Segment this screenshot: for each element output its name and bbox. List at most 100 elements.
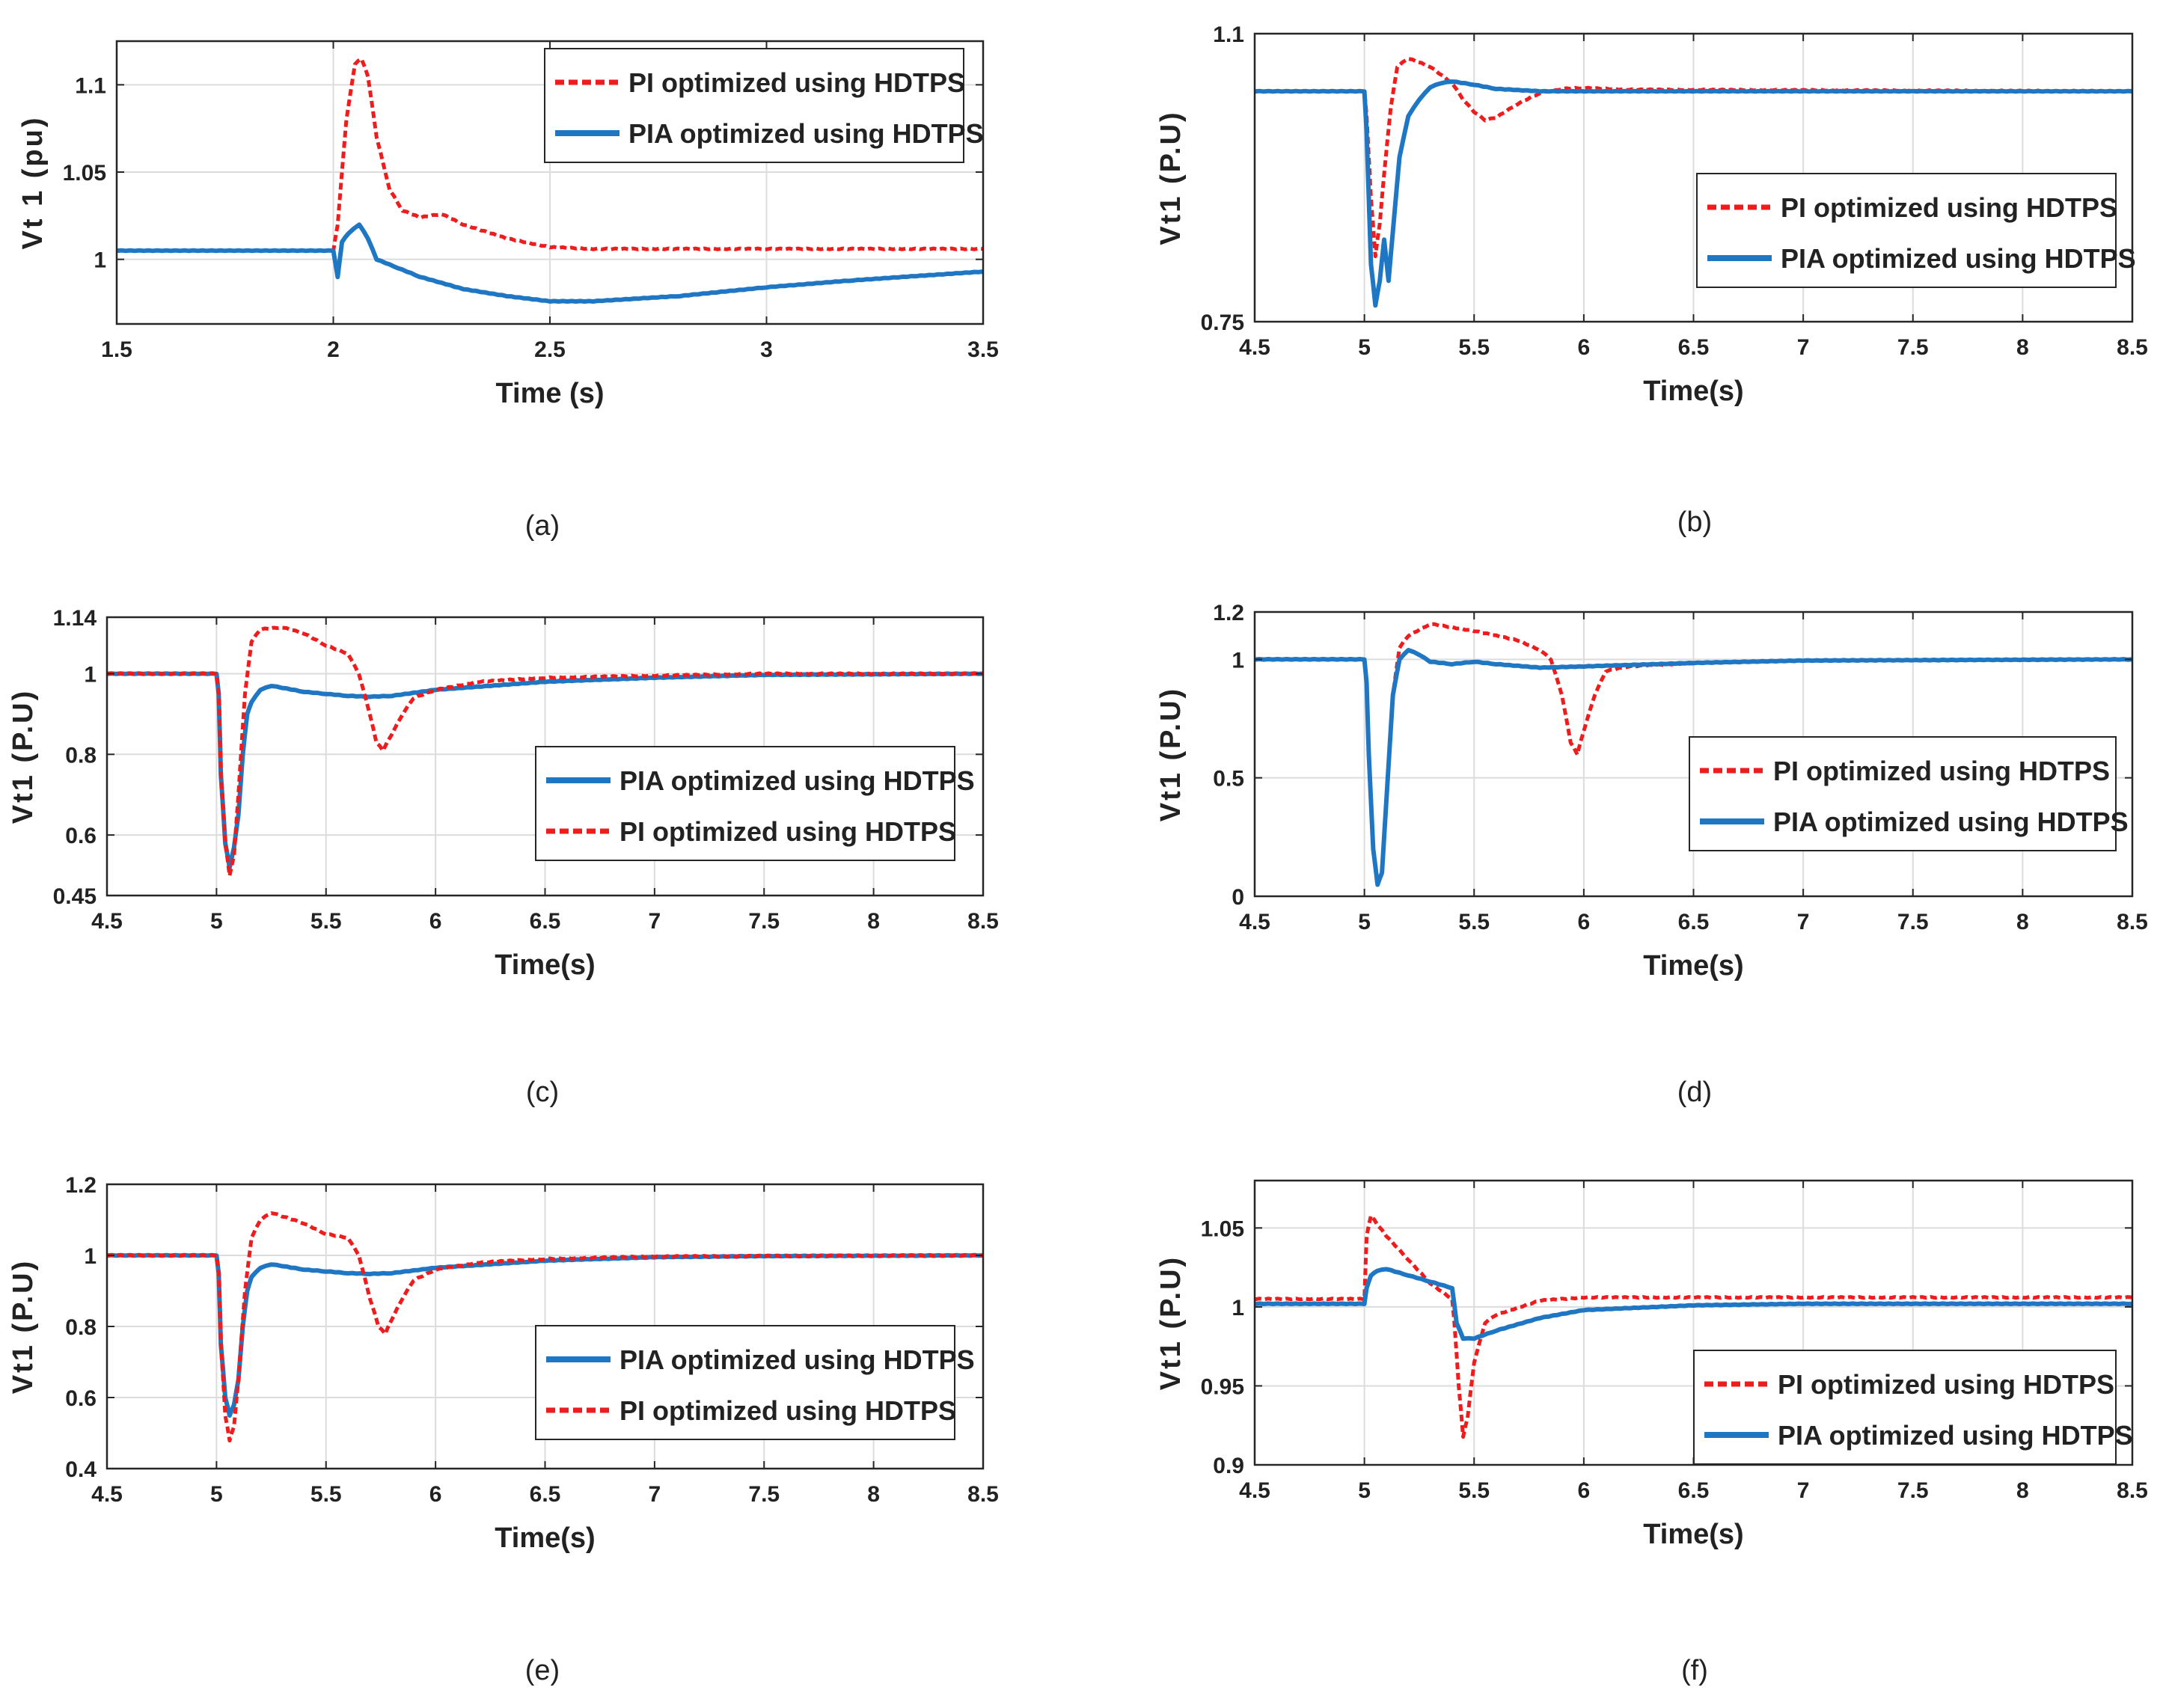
legend-label: PIA optimized using HDTPS bbox=[619, 1344, 975, 1375]
x-tick-label: 8.5 bbox=[2117, 910, 2148, 934]
panel-caption: (d) bbox=[1677, 1077, 1712, 1108]
x-axis-label: Time(s) bbox=[1643, 1519, 1743, 1550]
x-axis-label: Time(s) bbox=[1643, 376, 1743, 407]
legend: PI optimized using HDTPS PIA optimized us… bbox=[1693, 1350, 2133, 1465]
x-tick-label: 7.5 bbox=[1897, 335, 1929, 360]
y-axis-label: Vt 1 (pu) bbox=[17, 116, 49, 250]
y-tick-label: 1.1 bbox=[1213, 22, 1244, 47]
chart-panel-5: 4.5 5 5.5 6 6.5 7 7.5 8 8.5 0.4 0.6 0.8 1 1.2 Time(s) V… bbox=[7, 1173, 999, 1686]
y-tick-label: 1 bbox=[1232, 1296, 1244, 1320]
x-tick-label: 4.5 bbox=[1239, 1478, 1270, 1503]
panel-caption: (e) bbox=[525, 1655, 560, 1686]
x-tick-label: 6.5 bbox=[1678, 335, 1710, 360]
x-tick-label: 3.5 bbox=[967, 337, 999, 362]
legend-box bbox=[544, 48, 964, 163]
x-tick-label: 8 bbox=[2016, 1478, 2029, 1503]
x-tick-label: 5.5 bbox=[310, 1482, 342, 1507]
chart-panel-4: 4.5 5 5.5 6 6.5 7 7.5 8 8.5 0 0.5 1 1.2 Time(s) Vt1 (P… bbox=[1155, 601, 2148, 1108]
y-tick-label: 0.8 bbox=[65, 1315, 97, 1340]
legend-label: PIA optimized using HDTPS bbox=[1778, 1420, 2133, 1451]
y-tick-label: 1 bbox=[1232, 648, 1244, 673]
x-tick-label: 5 bbox=[210, 909, 223, 934]
x-tick-label: 7.5 bbox=[1897, 1478, 1929, 1503]
x-tick-label: 5 bbox=[1358, 335, 1371, 360]
x-tick-label: 1.5 bbox=[101, 337, 132, 362]
legend: PI optimized using HDTPS PIA optimized us… bbox=[544, 48, 984, 163]
y-tick-label: 0.6 bbox=[65, 824, 97, 848]
x-tick-label: 8.5 bbox=[967, 1482, 999, 1507]
legend-label: PI optimized using HDTPS bbox=[619, 816, 956, 847]
x-tick-label: 8.5 bbox=[2117, 1478, 2148, 1503]
x-tick-label: 6.5 bbox=[1678, 910, 1710, 934]
x-tick-label: 5 bbox=[1358, 910, 1371, 934]
y-tick-label: 1.05 bbox=[1201, 1216, 1244, 1241]
y-tick-label: 1.2 bbox=[1213, 601, 1244, 625]
series-line-pia bbox=[1255, 79, 2132, 308]
series-line-pi bbox=[107, 1211, 983, 1443]
x-tick-label: 8.5 bbox=[2117, 335, 2148, 360]
panel-caption: (c) bbox=[526, 1077, 559, 1108]
x-tick-label: 5.5 bbox=[310, 909, 342, 934]
x-tick-label: 3 bbox=[760, 337, 773, 362]
x-tick-label: 7 bbox=[649, 909, 661, 934]
x-axis-label: Time(s) bbox=[495, 1522, 595, 1554]
series-line-pi bbox=[1255, 1213, 2132, 1439]
y-tick-label: 1.1 bbox=[75, 73, 106, 98]
x-tick-label: 8 bbox=[2016, 910, 2029, 934]
y-tick-label: 0 bbox=[1232, 885, 1244, 910]
legend-box bbox=[1689, 736, 2117, 851]
x-axis-label: Time(s) bbox=[1643, 950, 1743, 982]
legend-box bbox=[535, 1325, 955, 1440]
legend: PIA optimized using HDTPS PI optimized us… bbox=[535, 746, 975, 861]
x-tick-label: 6 bbox=[1578, 910, 1591, 934]
legend-box bbox=[535, 746, 955, 861]
x-tick-label: 8 bbox=[2016, 335, 2029, 360]
legend-label: PI optimized using HDTPS bbox=[619, 1395, 956, 1426]
y-axis-label: Vt1 (P.U) bbox=[7, 1259, 39, 1394]
panel-caption: (a) bbox=[525, 510, 560, 542]
x-tick-label: 8 bbox=[867, 909, 880, 934]
x-tick-label: 7.5 bbox=[1897, 910, 1929, 934]
y-tick-label: 1.14 bbox=[53, 606, 97, 631]
y-tick-label: 0.6 bbox=[65, 1386, 97, 1411]
x-tick-label: 5.5 bbox=[1458, 910, 1490, 934]
y-tick-label: 0.5 bbox=[1213, 767, 1244, 792]
y-tick-label: 0.75 bbox=[1201, 310, 1244, 335]
y-tick-label: 0.45 bbox=[53, 884, 97, 909]
x-tick-label: 8.5 bbox=[967, 909, 999, 934]
y-tick-label: 0.95 bbox=[1201, 1374, 1244, 1399]
legend-label: PIA optimized using HDTPS bbox=[1773, 806, 2129, 837]
legend-box bbox=[1693, 1350, 2117, 1465]
x-tick-label: 4.5 bbox=[91, 909, 123, 934]
x-tick-label: 5 bbox=[210, 1482, 223, 1507]
legend-label: PI optimized using HDTPS bbox=[628, 67, 965, 98]
chart-panel-3: 4.5 5 5.5 6 6.5 7 7.5 8 8.5 0.45 0.6 0.8 1 1.14 Time(s… bbox=[7, 606, 999, 1108]
x-tick-label: 7.5 bbox=[748, 1482, 780, 1507]
y-tick-label: 1 bbox=[84, 662, 97, 687]
x-tick-label: 6 bbox=[1578, 335, 1591, 360]
x-axis-label: Time (s) bbox=[495, 378, 604, 409]
x-tick-label: 7 bbox=[1797, 335, 1810, 360]
panel-caption: (f) bbox=[1681, 1655, 1708, 1686]
x-tick-label: 6.5 bbox=[530, 909, 561, 934]
x-tick-label: 2 bbox=[327, 337, 340, 362]
x-tick-label: 6.5 bbox=[530, 1482, 561, 1507]
x-tick-label: 5 bbox=[1358, 1478, 1371, 1503]
y-axis-label: Vt1 (P.U) bbox=[1155, 1255, 1187, 1390]
y-tick-label: 1.2 bbox=[65, 1173, 97, 1198]
series-line-pia bbox=[1255, 1267, 2132, 1341]
x-tick-label: 4.5 bbox=[1239, 910, 1270, 934]
chart-panel-1: 1.5 2 2.5 3 3.5 1 1.05 1.1 Time (s) Vt 1 (pu) PI o… bbox=[17, 40, 999, 542]
series-line-pi bbox=[107, 625, 983, 878]
y-tick-label: 1 bbox=[94, 248, 106, 273]
legend-label: PIA optimized using HDTPS bbox=[619, 765, 975, 796]
y-tick-label: 0.9 bbox=[1213, 1454, 1244, 1478]
y-axis-label: Vt1 (P.U) bbox=[7, 689, 39, 824]
x-tick-label: 4.5 bbox=[91, 1482, 123, 1507]
legend-label: PIA optimized using HDTPS bbox=[1781, 243, 2136, 274]
chart-panel-6: 4.5 5 5.5 6 6.5 7 7.5 8 8.5 0.9 0.95 1 1.05 Time(s) Vt… bbox=[1155, 1179, 2148, 1686]
x-tick-label: 7 bbox=[1797, 1478, 1810, 1503]
x-tick-label: 5.5 bbox=[1458, 335, 1490, 360]
y-tick-label: 0.8 bbox=[65, 743, 97, 768]
legend-box bbox=[1696, 173, 2117, 288]
